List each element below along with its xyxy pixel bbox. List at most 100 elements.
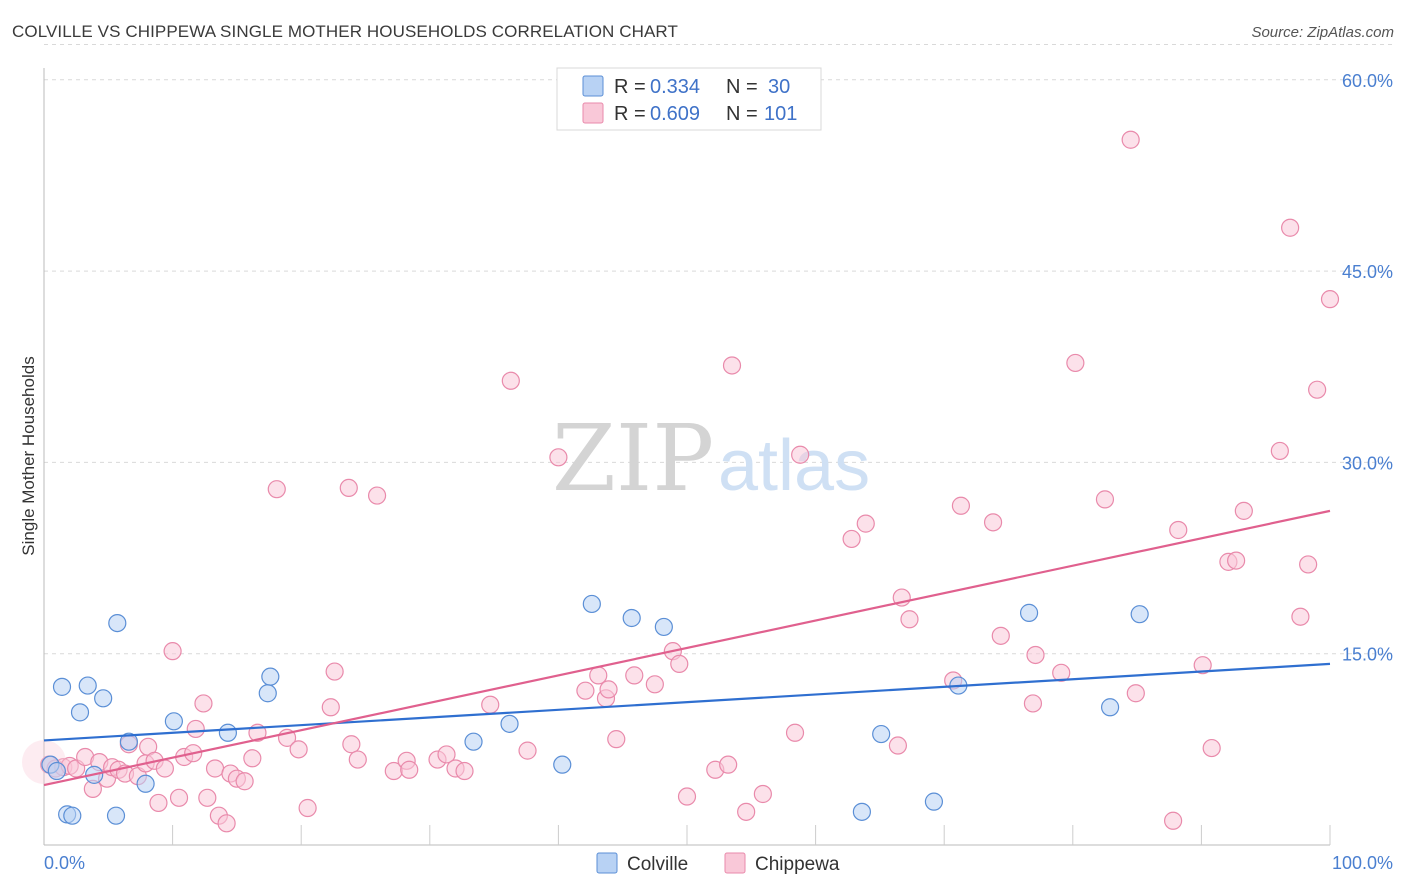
chippewa-point (1095, 490, 1115, 509)
series-legend: Colville Chippewa (596, 852, 840, 875)
chippewa-point (205, 759, 225, 778)
legend-r-label-colville: R = (614, 76, 646, 98)
chippewa-point (645, 675, 664, 694)
chippewa-point (1121, 130, 1140, 149)
y-tick-label: 15.0% (1342, 645, 1393, 665)
bottom-legend-swatch-chippewa (724, 852, 746, 874)
chippewa-point (155, 759, 174, 778)
chippewa-point (1227, 551, 1246, 570)
chippewa-point (455, 761, 474, 781)
chippewa-point (1052, 663, 1071, 682)
chippewa-point (194, 694, 213, 713)
chippewa-point (169, 788, 189, 807)
chippewa-point (1299, 555, 1318, 574)
chippewa-point (1291, 607, 1310, 626)
legend-r-value-colville: 0.334 (650, 76, 700, 98)
chippewa-point (1308, 380, 1327, 399)
chippewa-point (607, 730, 626, 749)
chippewa-point (951, 496, 971, 515)
chippewa-point (518, 741, 537, 760)
chippewa-point (1023, 694, 1043, 713)
colville-point (1130, 605, 1149, 624)
colville-point (582, 594, 601, 614)
colville-point (1100, 698, 1120, 717)
colville-point (78, 676, 97, 695)
correlation-legend: R = 0.334 N = 30 R = 0.609 N = 101 (556, 67, 822, 131)
colville-point (218, 723, 237, 742)
chippewa-point (1126, 684, 1145, 703)
chippewa-point (791, 445, 810, 464)
chippewa-point (576, 681, 595, 700)
chippewa-point (677, 787, 697, 806)
y-tick-label: 45.0% (1342, 262, 1393, 282)
colville-point (261, 667, 280, 686)
chippewa-point (1169, 520, 1188, 540)
x-tick-label-max: 100.0% (1332, 853, 1393, 873)
chart-title: COLVILLE VS CHIPPEWA SINGLE MOTHER HOUSE… (12, 22, 678, 41)
x-tick-label-min: 0.0% (44, 853, 85, 873)
chippewa-point (342, 735, 361, 754)
chippewa-point (348, 750, 367, 769)
chippewa-point (1320, 290, 1340, 309)
chippewa-point (1026, 645, 1045, 665)
chippewa-point (481, 695, 500, 714)
chippewa-point (289, 740, 308, 759)
colville-point (654, 617, 673, 637)
chippewa-point (983, 513, 1003, 532)
chippewa-point (599, 680, 618, 699)
legend-n-label-chippewa: N = (726, 103, 758, 125)
legend-n-value-colville: 30 (768, 76, 790, 98)
watermark-zip: ZIP (552, 405, 714, 512)
colville-point (1019, 603, 1039, 622)
legend-swatch-chippewa (582, 102, 604, 124)
chippewa-point (842, 529, 861, 549)
legend-n-label-colville: N = (726, 76, 758, 98)
y-axis-title: Single Mother Households (19, 356, 38, 555)
legend-r-label-chippewa: R = (614, 103, 646, 125)
colville-point (136, 774, 155, 793)
tick-labels: 15.0% 30.0% 45.0% 60.0% (1342, 71, 1393, 665)
bottom-legend-swatch-colville (596, 852, 618, 874)
source-label: Source: ZipAtlas.com (1251, 24, 1394, 41)
chippewa-point (163, 642, 182, 661)
chippewa-point (267, 480, 286, 499)
chippewa-point (298, 798, 317, 818)
chippewa-point (243, 749, 262, 768)
chippewa-point (400, 760, 419, 779)
chippewa-point (339, 478, 358, 498)
chippewa-trend-line (43, 509, 1331, 787)
chippewa-point (737, 802, 756, 821)
watermark: ZIP atlas (552, 405, 870, 512)
colville-point (94, 689, 113, 708)
chippewa-point (1066, 353, 1085, 373)
chippewa-point (1202, 738, 1221, 758)
colville-point (258, 684, 277, 703)
legend-n-value-chippewa: 101 (764, 103, 797, 125)
chippewa-point (186, 719, 205, 739)
colville-point (553, 755, 572, 774)
chippewa-point (1164, 811, 1183, 830)
chippewa-point (217, 814, 236, 833)
colville-point (47, 761, 66, 781)
chippewa-point (753, 784, 772, 804)
axis-layer (43, 68, 1331, 846)
chippewa-point (1193, 656, 1212, 675)
chippewa-point (198, 788, 217, 807)
chippewa-point (888, 736, 908, 755)
bottom-legend-label-chippewa: Chippewa (755, 854, 840, 875)
colville-points (41, 594, 1149, 825)
colville-point (119, 732, 138, 751)
chippewa-point (367, 486, 387, 505)
colville-point (164, 712, 183, 731)
y-tick-label: 60.0% (1342, 71, 1393, 91)
chippewa-point (589, 666, 608, 685)
colville-point (924, 792, 944, 811)
legend-r-value-chippewa: 0.609 (650, 103, 700, 125)
chippewa-point (785, 723, 805, 742)
chippewa-point (321, 698, 340, 717)
chippewa-point (856, 514, 875, 533)
colville-point (106, 806, 126, 825)
chippewa-point (437, 745, 456, 764)
legend-swatch-colville (582, 75, 604, 97)
colville-point (872, 724, 891, 744)
